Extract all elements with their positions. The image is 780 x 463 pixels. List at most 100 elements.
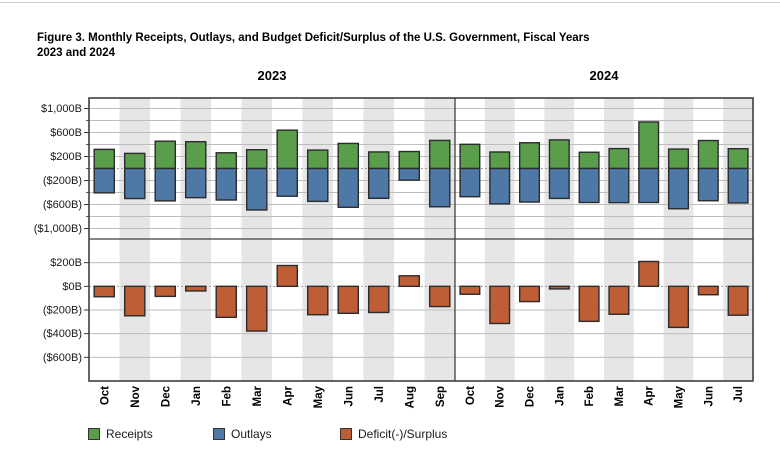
receipts-bar-2024-mar	[608, 147, 630, 170]
deficit-surplus-bar-2024-may	[667, 285, 690, 329]
month-label-2023-aug: Aug	[404, 386, 416, 408]
deficit-surplus-bar-2023-apr	[276, 264, 299, 288]
outlays-swatch	[213, 428, 225, 440]
deficit-surplus-bar-2023-sep	[428, 285, 451, 308]
top-ytick-label: ($1,000B)	[34, 223, 82, 235]
outlays-bar-2023-jan	[184, 167, 207, 199]
receipts-bar-2024-jun	[697, 139, 719, 170]
legend-item-outlays: Outlays	[213, 427, 272, 441]
receipts-bar-2024-dec	[518, 142, 541, 170]
deficit-surplus-bar-2024-jan	[548, 285, 570, 290]
figure-title-line1: Figure 3. Monthly Receipts, Outlays, and…	[37, 32, 590, 44]
receipts-bar-2024-nov	[489, 151, 511, 170]
receipts-bar-2023-apr	[276, 129, 299, 170]
outlays-bar-2024-apr	[638, 167, 660, 204]
outlays-bar-2023-feb	[215, 167, 238, 201]
outlays-bar-2023-jul	[367, 167, 390, 200]
outlays-bar-2023-nov	[123, 167, 146, 200]
month-label-2023-jun: Jun	[343, 386, 355, 406]
deficit-surplus-bar-2023-feb	[215, 285, 238, 319]
receipts-bar-2023-may	[306, 149, 329, 170]
receipts-bar-2023-sep	[428, 139, 451, 170]
receipts-bar-2024-may	[667, 148, 690, 170]
legend-item-deficit-surplus: Deficit(-)/Surplus	[340, 427, 447, 441]
outlays-bar-2024-feb	[578, 167, 600, 204]
outlays-bar-2023-mar	[245, 167, 268, 211]
deficit-surplus-bar-2023-oct	[93, 285, 116, 298]
outlays-bar-2023-aug	[398, 167, 421, 181]
receipts-bar-2023-nov	[123, 152, 146, 170]
month-label-2024-dec: Dec	[525, 385, 537, 407]
legend-label-deficit-surplus: Deficit(-)/Surplus	[358, 427, 448, 441]
outlays-bar-2024-dec	[518, 167, 541, 203]
month-label-2024-feb: Feb	[584, 386, 596, 406]
receipts-bar-2023-oct	[93, 148, 116, 170]
receipts-bar-2024-jan	[548, 139, 570, 170]
outlays-bar-2024-jun	[697, 167, 719, 202]
month-label-2023-feb: Feb	[221, 386, 233, 406]
receipts-bar-2023-feb	[215, 152, 238, 170]
deficit-surplus-bar-2023-aug	[398, 275, 421, 288]
receipts-bar-2024-apr	[638, 121, 660, 170]
deficit-surplus-bar-2024-apr	[638, 260, 660, 288]
panel-year-label-2024: 2024	[589, 68, 619, 83]
receipts-bar-2024-jul	[727, 147, 749, 170]
outlays-bar-2024-may	[667, 167, 690, 210]
month-label-2023-nov: Nov	[130, 385, 142, 407]
month-label-2024-nov: Nov	[495, 385, 507, 407]
bottom-ytick-label: $200B	[50, 257, 82, 269]
receipts-bar-2024-feb	[578, 151, 600, 170]
panel-year-label-2023: 2023	[257, 68, 287, 83]
receipts-bar-2023-jan	[184, 140, 207, 170]
outlays-bar-2023-may	[306, 167, 329, 203]
deficit-surplus-bar-2023-may	[306, 285, 329, 316]
month-label-2023-jan: Jan	[191, 386, 203, 406]
receipts-bar-2023-mar	[245, 149, 268, 170]
deficit-surplus-bar-2024-feb	[578, 285, 600, 323]
deficit-surplus-bar-2024-jul	[727, 285, 749, 316]
outlays-bar-2024-jul	[727, 167, 749, 204]
month-label-2023-jul: Jul	[374, 386, 386, 403]
deficit-surplus-bar-2024-mar	[608, 285, 630, 315]
month-label-2024-jul: Jul	[733, 386, 745, 403]
top-ytick-label: $1,000B	[41, 103, 82, 115]
outlays-bar-2023-sep	[428, 167, 451, 208]
outlays-bar-2024-jan	[548, 167, 570, 200]
month-label-2023-oct: Oct	[99, 386, 111, 405]
deficit-surplus-bar-2024-dec	[518, 285, 541, 303]
receipts-bar-2023-aug	[398, 150, 421, 170]
month-label-2024-jun: Jun	[703, 386, 715, 406]
legend-label-receipts: Receipts	[106, 427, 153, 441]
receipts-swatch	[88, 428, 100, 440]
top-ytick-label: $200B	[50, 151, 82, 163]
deficit-surplus-bar-2024-jun	[697, 285, 719, 296]
outlays-bar-2024-mar	[608, 167, 630, 204]
month-label-2023-may: May	[313, 385, 325, 408]
month-label-2024-mar: Mar	[614, 385, 626, 406]
bottom-ytick-label: ($600B)	[43, 352, 82, 364]
outlays-bar-2024-nov	[489, 167, 511, 205]
receipts-bar-2023-dec	[154, 140, 177, 170]
legend-item-receipts: Receipts	[88, 427, 153, 441]
month-label-2023-mar: Mar	[252, 385, 264, 406]
outlays-bar-2023-jun	[337, 167, 360, 208]
month-label-2024-apr: Apr	[644, 385, 656, 405]
legend-label-outlays: Outlays	[231, 427, 272, 441]
receipts-bar-2023-jul	[367, 151, 390, 170]
deficit-surplus-bar-2023-mar	[245, 285, 268, 332]
outlays-bar-2023-oct	[93, 167, 116, 194]
month-label-2023-sep: Sep	[435, 386, 447, 407]
outlays-bar-2023-apr	[276, 167, 299, 197]
deficit-surplus-bar-2024-oct	[459, 285, 481, 295]
outlays-bar-2023-dec	[154, 167, 177, 202]
deficit-surplus-bar-2023-nov	[123, 285, 146, 317]
deficit-surplus-swatch	[340, 428, 352, 440]
top-ytick-label: ($600B)	[43, 199, 82, 211]
deficit-surplus-bar-2023-dec	[154, 285, 177, 298]
deficit-surplus-bar-2023-jan	[184, 285, 207, 292]
receipts-bar-2024-oct	[459, 143, 481, 170]
month-label-2023-dec: Dec	[160, 385, 172, 407]
bottom-ytick-label: $0B	[62, 281, 82, 293]
